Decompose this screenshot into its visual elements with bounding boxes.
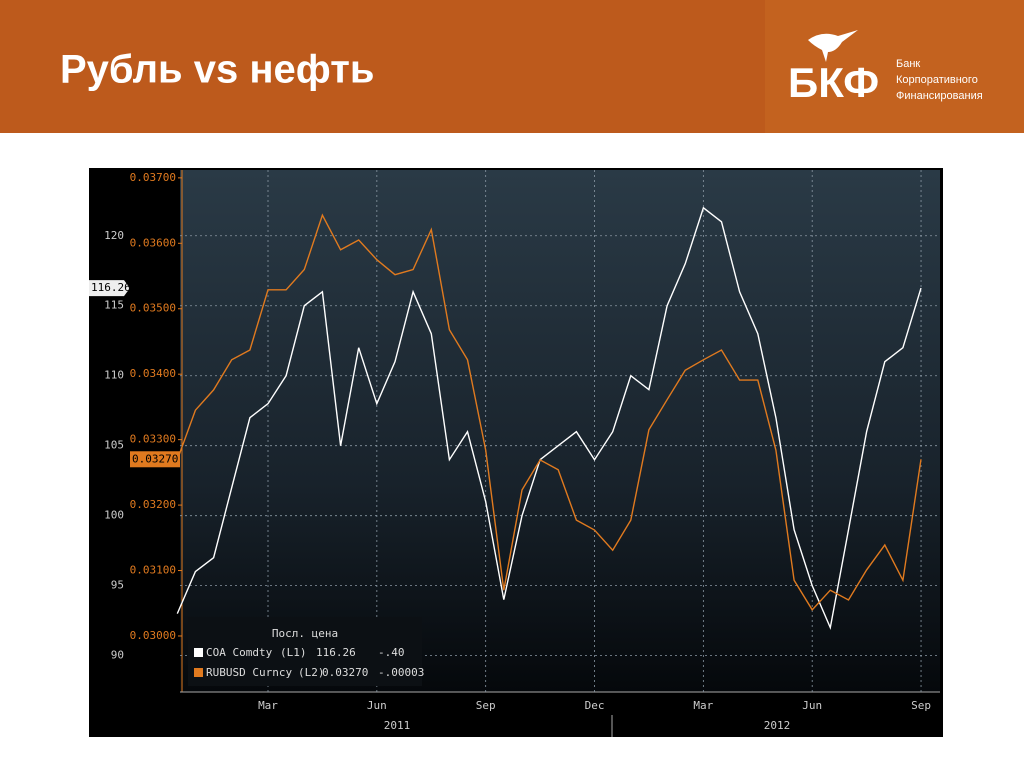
plot-area	[180, 170, 940, 692]
legend-swatch	[194, 668, 203, 677]
last-marker	[130, 451, 180, 468]
y-tick-label: 120	[104, 229, 124, 242]
y2-tick-label: 0.03400	[130, 367, 176, 380]
y2-tick-label: 0.03700	[130, 171, 176, 184]
logo-bird	[808, 30, 858, 62]
y-tick-label: 95	[111, 579, 124, 592]
y-tick-label: 90	[111, 649, 124, 662]
legend-last: 116.26	[316, 646, 356, 659]
x-tick-label: Sep	[911, 699, 931, 712]
legend-last: 0.03270	[322, 666, 368, 679]
legend-swatch	[194, 648, 203, 657]
year-label: 2011	[384, 719, 411, 732]
x-tick-label: Mar	[693, 699, 713, 712]
y-tick-label: 115	[104, 299, 124, 312]
legend-change: -.40	[378, 646, 405, 659]
logo-band	[765, 0, 1024, 133]
x-tick-label: Jun	[367, 699, 387, 712]
legend-box	[188, 617, 422, 686]
last-marker	[89, 280, 130, 297]
y-tick-label: 110	[104, 369, 124, 382]
x-tick-label: Sep	[476, 699, 496, 712]
y2-tick-label: 0.03600	[130, 236, 176, 249]
x-tick-label: Dec	[585, 699, 605, 712]
legend-change: -.00003	[378, 666, 424, 679]
last-marker-label: 116.26	[91, 281, 131, 294]
logo-text: БКФ	[788, 59, 879, 106]
logo-line: Финансирования	[896, 90, 983, 102]
y2-tick-label: 0.03500	[130, 302, 176, 315]
line	[176, 206, 922, 630]
legend-axis: (L1)	[280, 646, 307, 659]
legend-axis: (L2)	[298, 666, 325, 679]
x-tick-label: Mar	[258, 699, 278, 712]
logo-line: Корпоративного	[896, 74, 978, 86]
x-tick-label: Jun	[802, 699, 822, 712]
last-marker-label: 0.03270	[132, 452, 178, 465]
y-tick-label: 105	[104, 439, 124, 452]
y2-tick-label: 0.03300	[130, 433, 176, 446]
y2-tick-label: 0.03100	[130, 564, 176, 577]
y2-tick-label: 0.03000	[130, 629, 176, 642]
slide-title: Рубль vs нефть	[60, 48, 374, 92]
line	[176, 213, 922, 611]
logo-line: Банк	[896, 58, 920, 70]
legend-title: Посл. цена	[272, 627, 338, 640]
year-label: 2012	[764, 719, 791, 732]
plot: 90 95 100 105 110 115 120 0.03000 0.03100 0.03200…	[104, 170, 940, 712]
y-tick-label: 100	[104, 509, 124, 522]
y2-tick-label: 0.03200	[130, 498, 176, 511]
legend-label: COA Comdty	[206, 646, 273, 659]
legend-label: RUBUSD Curncy	[206, 666, 292, 679]
